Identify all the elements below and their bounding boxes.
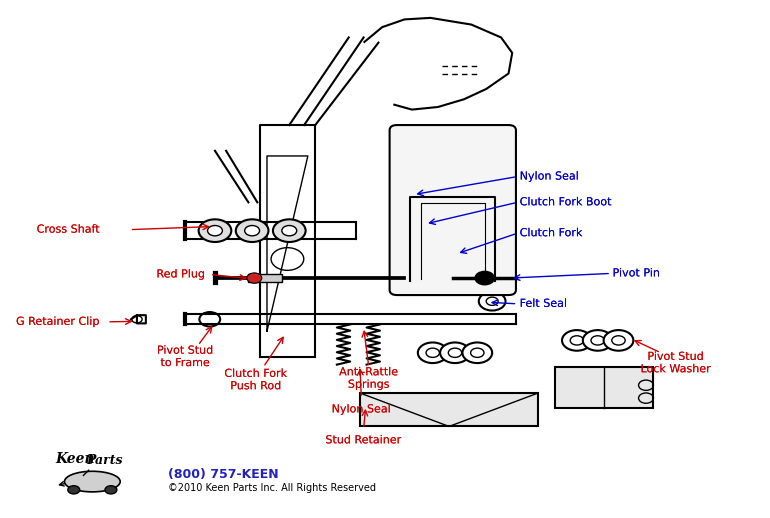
Text: Nylon Seal: Nylon Seal (520, 171, 579, 182)
Bar (249, 274, 282, 282)
Text: Clutch Fork: Clutch Fork (520, 228, 583, 238)
Text: (800) 757-KEEN: (800) 757-KEEN (168, 468, 279, 481)
Circle shape (245, 225, 259, 236)
Text: Stud Retainer: Stud Retainer (326, 435, 402, 445)
Text: Pivot Stud
Lock Washer: Pivot Stud Lock Washer (641, 352, 711, 375)
Circle shape (199, 219, 231, 242)
Circle shape (418, 342, 447, 363)
Circle shape (282, 225, 296, 236)
Circle shape (236, 219, 269, 242)
Text: Parts: Parts (86, 454, 123, 467)
Text: Nylon Seal: Nylon Seal (332, 405, 391, 414)
Circle shape (247, 273, 262, 283)
Circle shape (475, 271, 494, 285)
Text: G Retainer Clip: G Retainer Clip (16, 317, 100, 327)
Circle shape (604, 330, 634, 351)
Circle shape (273, 219, 306, 242)
Polygon shape (554, 367, 654, 408)
Text: Pivot Stud
to Frame: Pivot Stud to Frame (157, 346, 213, 368)
Text: Pivot Pin: Pivot Pin (613, 268, 660, 279)
Polygon shape (360, 393, 538, 426)
FancyBboxPatch shape (390, 125, 516, 295)
Text: Cross Shaft: Cross Shaft (37, 225, 100, 235)
Text: Red Plug: Red Plug (156, 269, 206, 279)
Circle shape (199, 312, 220, 326)
Circle shape (562, 330, 591, 351)
Circle shape (440, 342, 470, 363)
Text: Keen: Keen (55, 452, 95, 466)
Circle shape (208, 225, 223, 236)
Circle shape (583, 330, 613, 351)
Circle shape (271, 248, 304, 270)
Text: Anti-Rattle
Springs: Anti-Rattle Springs (339, 367, 399, 390)
Text: Clutch Fork Boot: Clutch Fork Boot (520, 197, 611, 207)
Text: Clutch Fork
Push Rod: Clutch Fork Push Rod (224, 369, 287, 391)
Text: ©2010 Keen Parts Inc. All Rights Reserved: ©2010 Keen Parts Inc. All Rights Reserve… (168, 483, 377, 493)
Ellipse shape (65, 471, 120, 492)
Ellipse shape (68, 486, 80, 494)
Circle shape (463, 342, 492, 363)
Circle shape (479, 292, 506, 310)
Text: Felt Seal: Felt Seal (520, 299, 567, 309)
Ellipse shape (105, 486, 117, 494)
